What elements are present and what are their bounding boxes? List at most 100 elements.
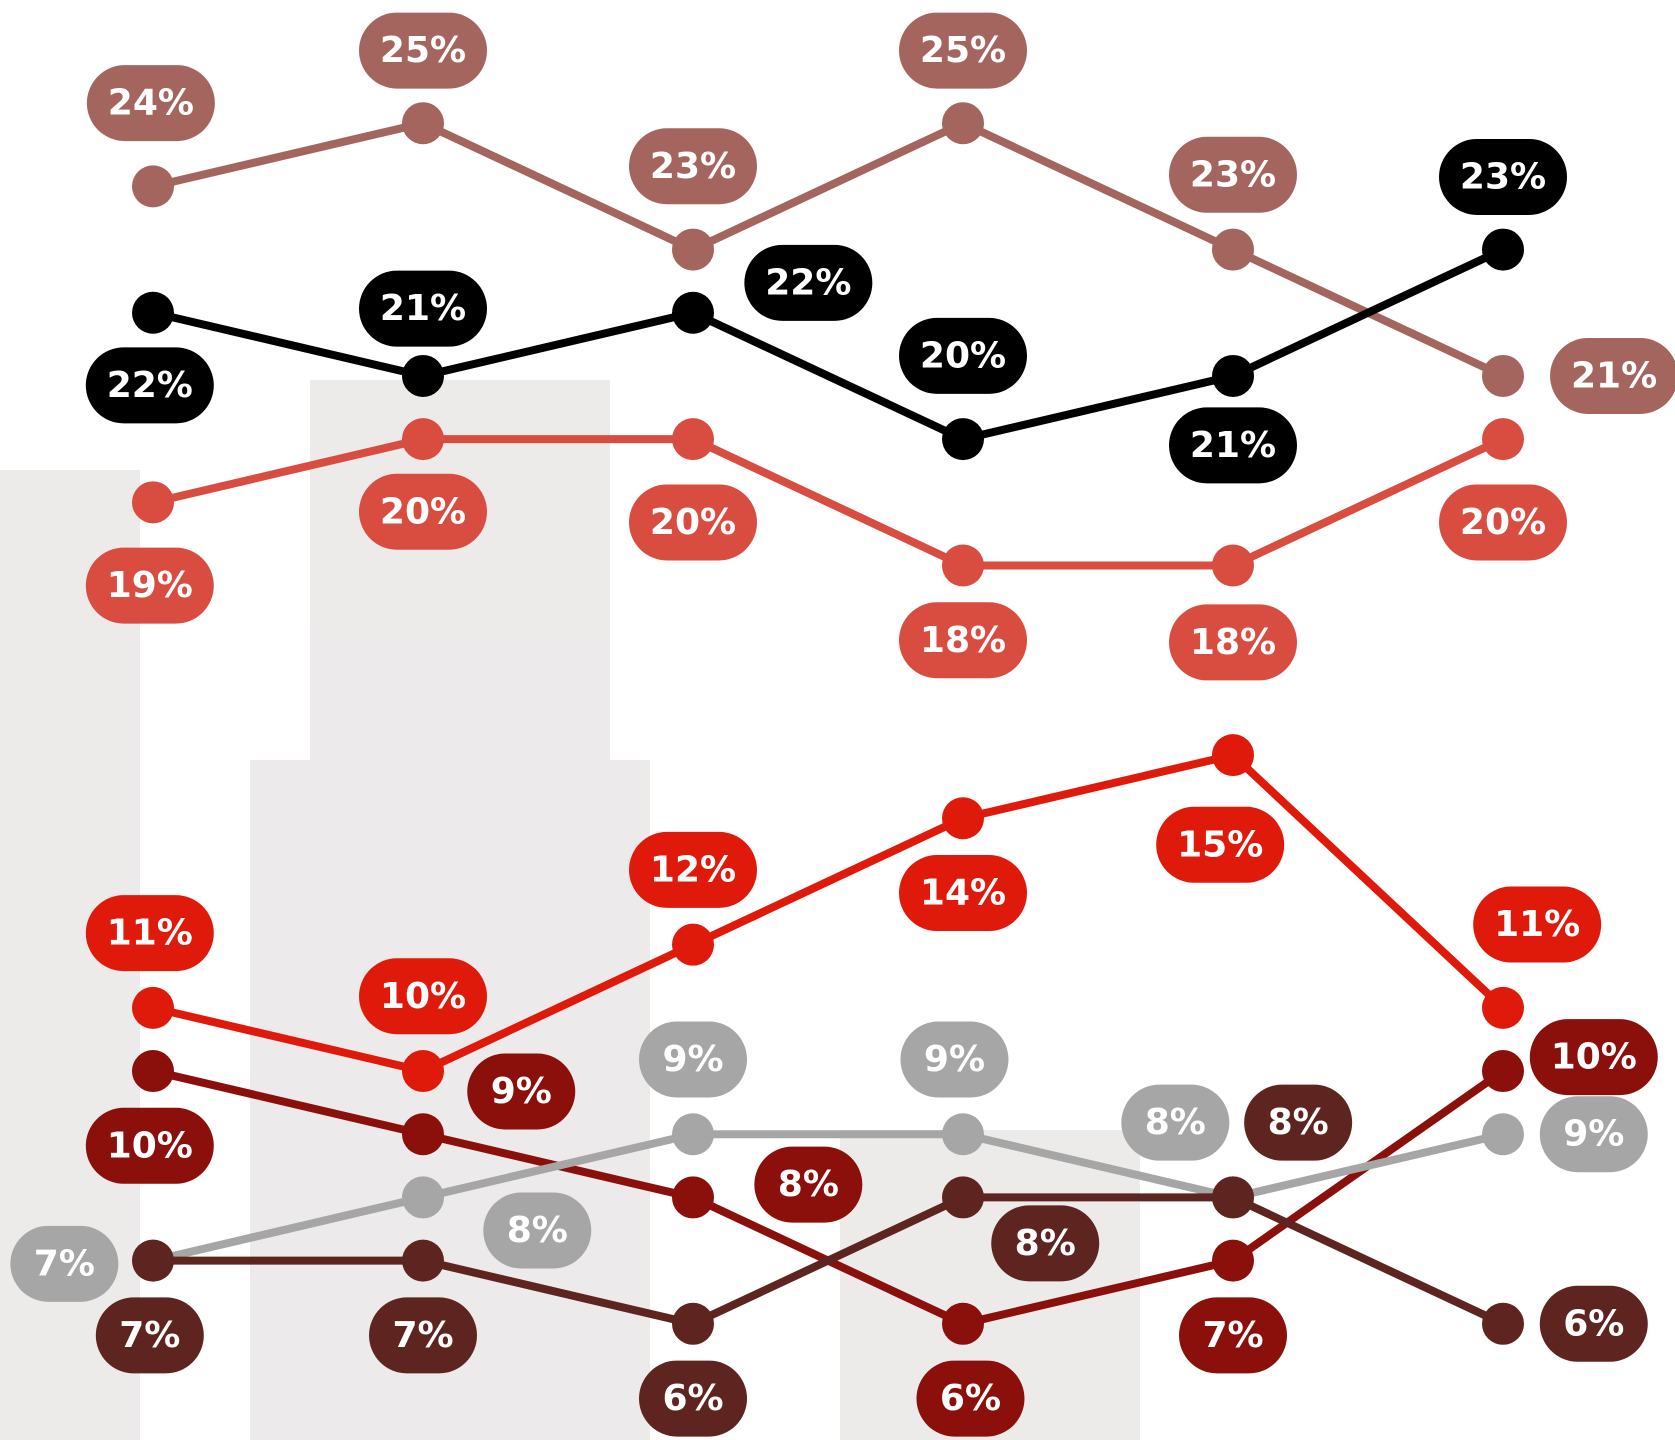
- label-pill: [916, 1360, 1025, 1437]
- series-line: [152, 751, 1506, 1076]
- value-label: 8%: [1268, 1102, 1329, 1143]
- data-point: [132, 291, 174, 334]
- data-point: [942, 1302, 984, 1345]
- data-point: [1482, 354, 1524, 397]
- label-pill: [1539, 1285, 1648, 1362]
- value-label: 6%: [1563, 1303, 1624, 1344]
- value-label: 8%: [507, 1210, 568, 1251]
- value-label: 18%: [1190, 622, 1276, 663]
- series-line: [152, 435, 1505, 570]
- value-label: 7%: [392, 1315, 453, 1356]
- label-pill: [10, 1225, 119, 1302]
- label-pill: [85, 895, 214, 972]
- label-pill: [991, 1205, 1100, 1282]
- label-pill: [85, 1107, 214, 1184]
- series-line: [152, 1130, 1504, 1265]
- value-label: 23%: [1460, 156, 1546, 197]
- label-pill: [369, 1297, 477, 1374]
- data-point: [132, 1050, 174, 1093]
- label-pill: [1169, 604, 1297, 681]
- value-label: 14%: [920, 873, 1006, 914]
- data-point: [402, 418, 444, 461]
- label-pill: [1529, 1019, 1658, 1096]
- series-line: [152, 119, 1505, 380]
- label-pill: [85, 547, 214, 624]
- value-label: 20%: [650, 502, 736, 543]
- data-point: [942, 1176, 984, 1219]
- value-label: 18%: [920, 620, 1006, 661]
- value-label: 7%: [34, 1243, 95, 1284]
- value-label: 8%: [1015, 1223, 1076, 1264]
- data-point: [1482, 986, 1524, 1029]
- data-point: [1212, 354, 1254, 397]
- label-pill: [1169, 136, 1297, 213]
- label-pill: [359, 473, 487, 550]
- data-point: [132, 1239, 174, 1282]
- data-point: [672, 923, 714, 966]
- data-point: [1212, 1239, 1254, 1282]
- data-point: [1212, 1176, 1254, 1219]
- label-pill: [467, 1053, 576, 1130]
- value-label: 8%: [1145, 1102, 1206, 1143]
- value-label: 10%: [1551, 1037, 1637, 1078]
- label-pill: [754, 1146, 863, 1223]
- label-pill: [899, 602, 1027, 679]
- data-point: [942, 797, 984, 840]
- label-pill: [1169, 407, 1297, 484]
- label-pill: [359, 958, 487, 1035]
- data-point: [1212, 228, 1254, 271]
- value-label: 20%: [380, 491, 466, 532]
- data-point: [672, 1113, 714, 1156]
- data-point: [1482, 418, 1524, 461]
- data-point: [672, 418, 714, 461]
- value-label: 19%: [107, 565, 193, 606]
- value-label: 15%: [1177, 824, 1263, 865]
- value-label: 6%: [662, 1378, 723, 1419]
- label-pill: [1473, 886, 1602, 963]
- background-photo: [0, 380, 1140, 1440]
- value-label: 6%: [940, 1378, 1001, 1419]
- data-point: [402, 1050, 444, 1093]
- data-point: [132, 165, 174, 208]
- label-pill: [744, 244, 873, 321]
- data-point: [402, 1113, 444, 1156]
- label-pill: [359, 270, 487, 347]
- label-pill: [629, 831, 757, 908]
- data-point: [942, 1113, 984, 1156]
- label-pill: [359, 12, 487, 89]
- value-label: 22%: [107, 365, 193, 406]
- data-point: [1482, 1113, 1524, 1156]
- data-point: [1212, 734, 1254, 777]
- value-label: 23%: [650, 146, 736, 187]
- data-point: [942, 102, 984, 145]
- value-label: 11%: [1494, 904, 1580, 945]
- label-pill: [629, 128, 757, 205]
- value-label: 20%: [920, 335, 1006, 376]
- label-pill: [1539, 1096, 1648, 1173]
- value-label: 24%: [108, 83, 194, 124]
- data-point: [1212, 544, 1254, 587]
- label-pill: [95, 1297, 204, 1374]
- label-pill: [1244, 1084, 1353, 1161]
- label-pill: [1156, 806, 1285, 883]
- data-point: [672, 1302, 714, 1345]
- label-pill: [639, 1021, 747, 1098]
- data-point: [402, 1176, 444, 1219]
- data-point: [672, 1176, 714, 1219]
- data-point: [672, 228, 714, 271]
- value-label: 23%: [1190, 154, 1276, 195]
- value-label: 11%: [107, 913, 193, 954]
- value-label: 9%: [1563, 1114, 1624, 1155]
- label-pill: [899, 855, 1027, 932]
- label-pill: [639, 1360, 747, 1437]
- data-point: [942, 544, 984, 587]
- lines: [132, 102, 1524, 1345]
- value-label: 20%: [1460, 502, 1546, 543]
- data-point: [402, 354, 444, 397]
- data-point: [942, 418, 984, 461]
- data-point: [132, 986, 174, 1029]
- data-point: [672, 291, 714, 334]
- label-pill: [629, 484, 757, 561]
- label-pill: [1439, 138, 1567, 215]
